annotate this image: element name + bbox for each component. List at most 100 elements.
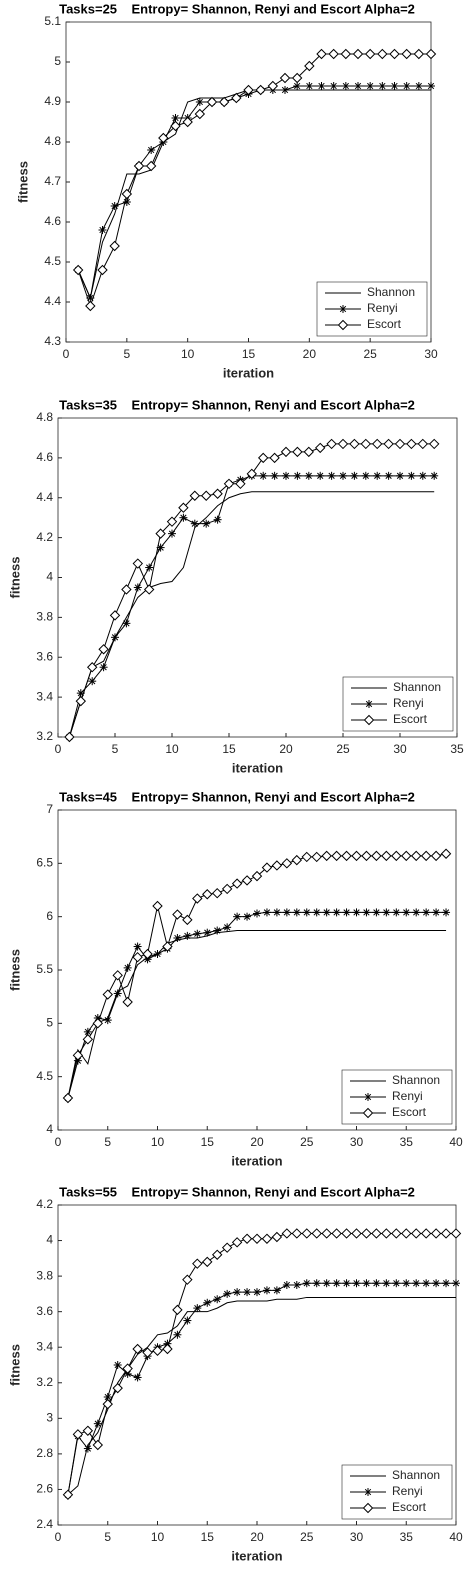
data-point	[132, 558, 144, 569]
asterisk-stroke	[263, 1287, 271, 1294]
data-point	[189, 490, 201, 501]
asterisk-stroke	[282, 472, 290, 479]
asterisk-stroke	[427, 82, 435, 90]
x-tick-label: 30	[350, 1530, 364, 1544]
data-point	[133, 583, 142, 592]
data-point	[432, 908, 441, 917]
diamond	[362, 1107, 374, 1119]
chart-title: Tasks=35 Entropy= Shannon, Renyi and Esc…	[59, 397, 415, 412]
asterisk-stroke	[134, 1374, 141, 1381]
asterisk-stroke	[305, 472, 312, 479]
data-point	[301, 1228, 312, 1239]
x-tick-label: 40	[449, 1135, 463, 1149]
data-point	[305, 82, 314, 90]
asterisk-stroke	[432, 909, 440, 916]
legend-marker	[364, 1488, 372, 1496]
data-point	[155, 528, 166, 539]
chart-panel: Tasks=35 Entropy= Shannon, Renyi and Esc…	[7, 397, 464, 775]
asterisk-stroke	[146, 564, 153, 571]
data-point	[97, 264, 108, 276]
data-point	[281, 1228, 293, 1239]
x-axis-label: iteration	[231, 1548, 282, 1563]
x-tick-label: 25	[300, 1135, 314, 1149]
asterisk-stroke	[354, 82, 362, 90]
chart-panel: Tasks=55 Entropy= Shannon, Renyi and Esc…	[7, 1184, 463, 1563]
x-tick-label: 20	[250, 1530, 264, 1544]
x-tick-label: 30	[393, 742, 407, 756]
data-point	[213, 1295, 222, 1304]
data-point	[179, 513, 188, 522]
data-point	[195, 98, 204, 106]
asterisk-stroke	[442, 909, 450, 916]
data-point	[342, 908, 351, 917]
data-point	[182, 914, 193, 926]
data-point	[428, 438, 440, 450]
y-tick-label: 4.8	[44, 134, 61, 148]
data-point	[82, 1425, 94, 1436]
asterisk-stroke	[114, 1361, 121, 1369]
asterisk-stroke	[253, 1288, 261, 1296]
data-point	[235, 478, 246, 490]
asterisk-stroke	[432, 1280, 440, 1287]
x-tick-label: 30	[424, 347, 438, 361]
data-point	[162, 941, 173, 952]
data-point	[373, 471, 382, 480]
data-point	[412, 908, 421, 917]
asterisk-stroke	[233, 913, 241, 920]
x-tick-label: 15	[242, 347, 256, 361]
legend-label: Escort	[393, 712, 428, 726]
asterisk-stroke	[283, 1281, 291, 1289]
data-point	[99, 663, 108, 672]
data-point	[371, 850, 382, 862]
y-tick-label: 4	[46, 570, 53, 584]
data-point	[352, 908, 361, 917]
data-point	[452, 1279, 460, 1288]
data-point	[271, 860, 283, 871]
asterisk-stroke	[111, 202, 118, 210]
data-point	[92, 1439, 104, 1451]
asterisk-stroke	[281, 86, 289, 94]
data-point	[192, 893, 203, 904]
asterisk-stroke	[339, 305, 347, 313]
data-point	[302, 908, 311, 917]
diamond	[363, 714, 375, 726]
data-point	[291, 72, 303, 84]
x-tick-label: 25	[363, 347, 377, 361]
series-line	[67, 930, 447, 1099]
data-point	[272, 1286, 281, 1295]
data-point	[173, 1330, 182, 1339]
data-point	[302, 1279, 311, 1288]
data-point	[282, 471, 290, 480]
x-tick-label: 5	[112, 742, 119, 756]
data-point	[326, 438, 337, 450]
data-point	[312, 908, 321, 917]
data-point	[292, 908, 301, 917]
legend-label: Shannon	[392, 1073, 440, 1087]
y-tick-label: 4.3	[44, 334, 61, 348]
data-point	[314, 442, 326, 454]
asterisk-stroke	[94, 1420, 101, 1427]
data-point	[109, 610, 121, 621]
data-point	[317, 82, 326, 90]
data-point	[121, 188, 133, 200]
data-point	[111, 633, 119, 642]
asterisk-stroke	[204, 1299, 211, 1306]
x-tick-label: 10	[151, 1530, 165, 1544]
asterisk-stroke	[84, 1445, 92, 1452]
asterisk-stroke	[111, 634, 119, 641]
data-point	[112, 970, 123, 981]
data-point	[241, 875, 253, 886]
asterisk-stroke	[415, 82, 422, 90]
y-tick-label: 4.4	[44, 294, 61, 308]
data-point	[442, 1279, 451, 1288]
data-point	[152, 900, 163, 912]
legend-marker	[362, 1107, 374, 1119]
data-point	[211, 887, 223, 899]
asterisk-stroke	[294, 82, 301, 90]
asterisk-stroke	[373, 1280, 380, 1287]
y-axis-label: fitness	[7, 557, 22, 599]
data-point	[203, 1298, 212, 1307]
x-tick-label: 25	[336, 742, 350, 756]
asterisk-stroke	[333, 909, 340, 916]
chart-title: Tasks=45 Entropy= Shannon, Renyi and Esc…	[59, 789, 415, 804]
